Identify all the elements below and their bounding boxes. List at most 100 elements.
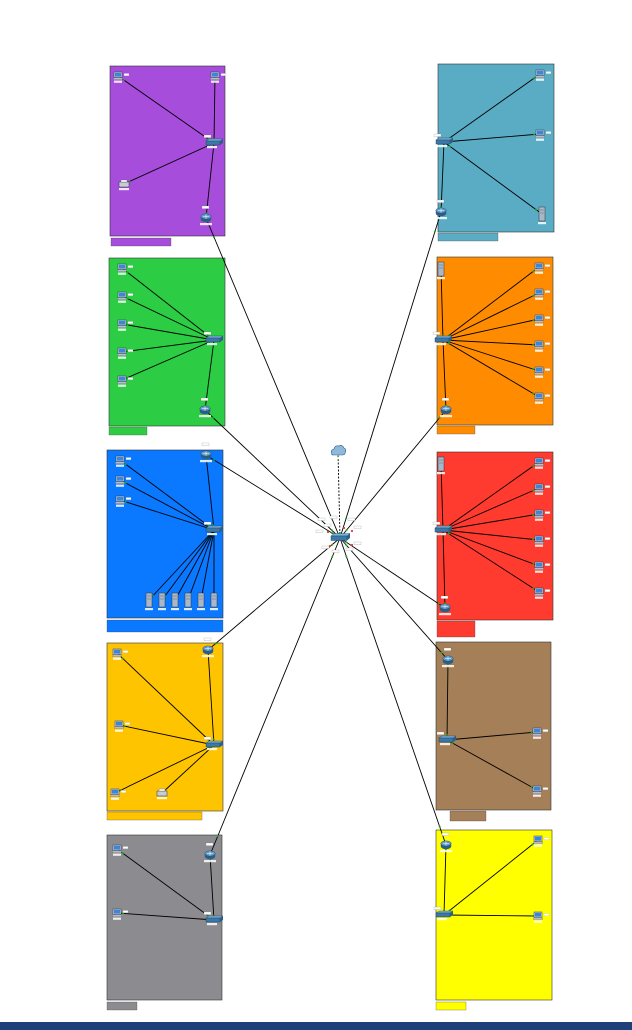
router-switch-link-brown bbox=[446, 659, 449, 741]
link-port-led bbox=[531, 914, 534, 917]
pc-icon bbox=[535, 69, 552, 81]
switch-device bbox=[438, 735, 457, 746]
screen-icon bbox=[535, 562, 543, 567]
pc-icon bbox=[117, 319, 134, 331]
screen-icon bbox=[113, 909, 121, 914]
device-label-bg bbox=[207, 343, 217, 346]
uplink-yellow bbox=[339, 537, 447, 846]
port-label bbox=[440, 595, 449, 599]
link-port-led bbox=[124, 463, 127, 466]
device-label-bg bbox=[157, 797, 167, 800]
link-port-led bbox=[345, 541, 348, 544]
access-link-teal bbox=[443, 133, 541, 143]
zone-caption-brown bbox=[449, 810, 487, 822]
switch-device bbox=[205, 740, 224, 751]
device-label-bg bbox=[535, 349, 543, 352]
device-label-bg bbox=[334, 457, 342, 460]
pc-icon bbox=[115, 495, 132, 507]
keyboard-icon bbox=[534, 515, 544, 518]
device-label-bg bbox=[534, 920, 542, 923]
device-label-bg bbox=[535, 401, 543, 404]
switch-side bbox=[220, 139, 223, 145]
server-icon bbox=[158, 592, 166, 608]
switch-device bbox=[205, 525, 224, 536]
router-switch-link-purple bbox=[205, 142, 215, 219]
pc-icon bbox=[117, 347, 134, 359]
device-label-bg bbox=[436, 343, 446, 346]
access-link-brown bbox=[446, 739, 538, 791]
router-device bbox=[200, 450, 212, 463]
server-device bbox=[437, 261, 445, 280]
access-link-green bbox=[121, 339, 215, 353]
keyboard-icon bbox=[534, 294, 544, 297]
screen-icon bbox=[114, 72, 122, 77]
port-tag bbox=[543, 837, 550, 840]
switch-icon bbox=[434, 337, 450, 343]
link-port-led bbox=[532, 538, 535, 541]
port-label bbox=[441, 397, 450, 401]
link-port-led bbox=[447, 342, 450, 345]
port-label bbox=[433, 906, 442, 910]
switch-side bbox=[453, 736, 456, 742]
keyboard-icon bbox=[534, 489, 544, 492]
device-label-bg bbox=[207, 533, 217, 536]
router-switch-link-red bbox=[442, 529, 446, 609]
switch-side bbox=[450, 911, 453, 917]
access-link-orange bbox=[442, 339, 540, 372]
keyboard-icon bbox=[110, 794, 120, 797]
printer-link-gold bbox=[161, 744, 215, 794]
link-port-led bbox=[121, 657, 124, 660]
link-port-led bbox=[533, 133, 536, 136]
access-link-gold bbox=[114, 744, 215, 794]
keyboard-icon bbox=[534, 463, 544, 466]
core-port-label bbox=[315, 529, 324, 533]
pc-icon bbox=[534, 340, 551, 352]
device-label-bg bbox=[200, 460, 212, 463]
device-label-bg bbox=[207, 748, 217, 751]
screen-icon bbox=[115, 721, 123, 726]
device-label-bg bbox=[202, 655, 214, 658]
core-port-led bbox=[342, 526, 346, 530]
server-link-blue bbox=[148, 529, 215, 601]
router-switch-link-gray bbox=[209, 854, 215, 921]
zone-caption-gold bbox=[106, 811, 203, 821]
zone-area-purple bbox=[109, 65, 226, 237]
port-tag bbox=[544, 563, 551, 566]
switch-side bbox=[220, 916, 223, 922]
device-label-bg bbox=[111, 797, 119, 800]
pc-icon bbox=[534, 483, 551, 495]
devices-layer bbox=[110, 69, 552, 926]
pc-icon bbox=[534, 587, 551, 599]
keyboard-icon bbox=[534, 541, 544, 544]
bottom-status-bar bbox=[0, 1022, 632, 1030]
router-arrows bbox=[442, 604, 448, 609]
zone-caption-blue bbox=[106, 619, 224, 633]
screen-icon bbox=[211, 72, 219, 77]
access-link-purple bbox=[117, 75, 215, 144]
screen-icon bbox=[118, 348, 126, 353]
switch-side bbox=[220, 741, 223, 747]
port-tag bbox=[122, 650, 129, 653]
port-tag bbox=[124, 722, 131, 725]
router-arrows bbox=[202, 406, 208, 411]
device-label-bg bbox=[436, 533, 446, 536]
core-port-label bbox=[353, 525, 362, 529]
device-label-bg bbox=[440, 415, 452, 418]
link-port-led bbox=[447, 532, 450, 535]
core-port-led bbox=[328, 544, 332, 548]
core-port-led bbox=[350, 529, 354, 533]
switch-side bbox=[450, 138, 453, 144]
device-label-bg bbox=[118, 356, 126, 359]
link-port-led bbox=[345, 555, 348, 558]
screen-icon bbox=[535, 367, 543, 372]
core-port-label bbox=[345, 547, 354, 551]
device-label-bg bbox=[535, 323, 543, 326]
switch-device bbox=[205, 335, 224, 346]
port-tag bbox=[545, 71, 552, 74]
zone-caption-yellow bbox=[435, 1001, 467, 1011]
zone-caption-teal bbox=[437, 232, 499, 242]
port-tag bbox=[544, 394, 551, 397]
link-port-led bbox=[531, 843, 534, 846]
device-label-bg bbox=[535, 544, 543, 547]
device-label-bg bbox=[207, 146, 217, 149]
